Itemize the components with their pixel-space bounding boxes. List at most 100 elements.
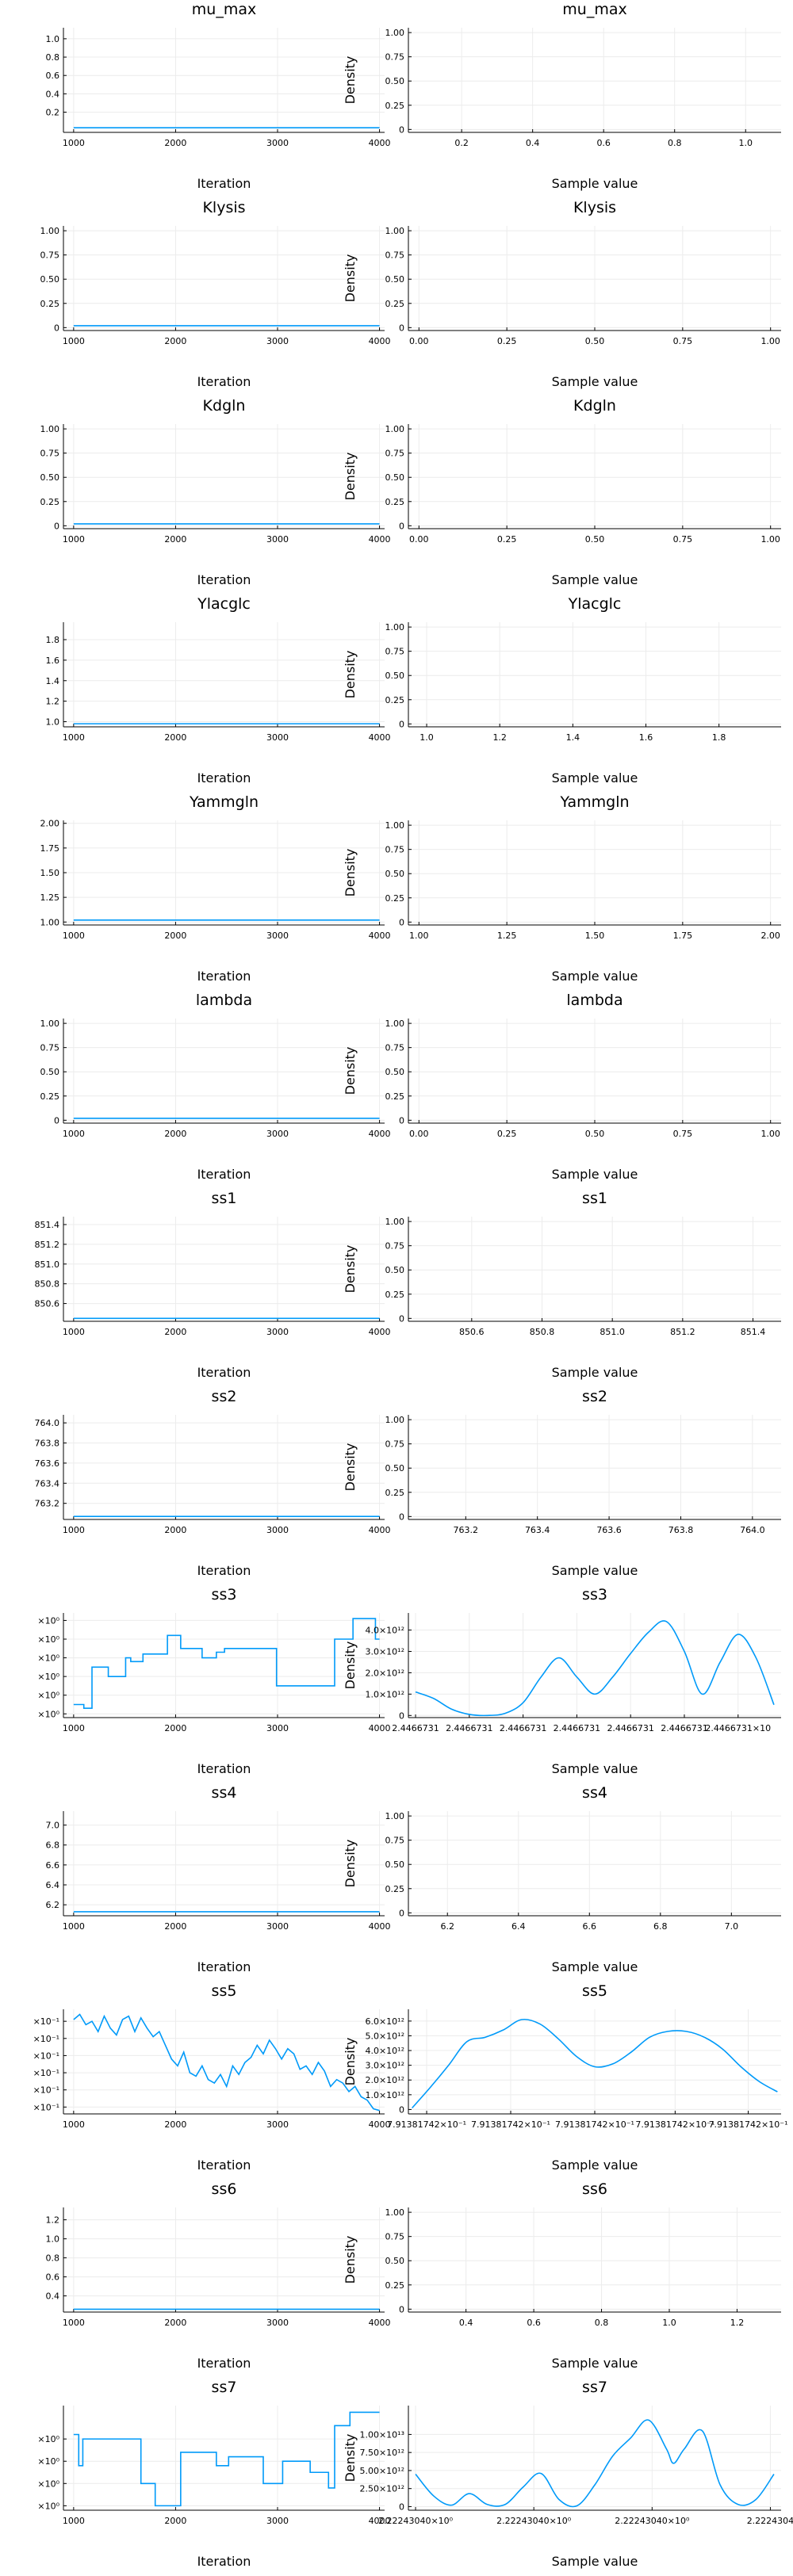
density-panel-2: 0.00 0.25 0.50 0.75 1.00 0 0.25 0.50 0.75 1.00 xyxy=(385,424,781,545)
trace-y-tick-label: 0.2 xyxy=(46,108,60,118)
trace-title: Klysis xyxy=(202,199,245,216)
density-title: ss7 xyxy=(582,2379,607,2396)
trace-x-label: Iteration xyxy=(197,1563,251,1578)
density-x-tick-label: 851.2 xyxy=(670,1327,695,1337)
trace-x-tick-label: 3000 xyxy=(266,1525,289,1535)
density-x-label: Sample value xyxy=(552,770,638,785)
density-panel-1: 0.00 0.25 0.50 0.75 1.00 0 0.25 0.50 0.75 1.00 xyxy=(385,226,781,346)
density-y-tick-label: 1.00 xyxy=(385,820,405,831)
density-panel-12: 2.22243040×10⁰ 2.22243040×10⁰ 2.22243040×1… xyxy=(359,2406,793,2526)
trace-x-tick-label: 4000 xyxy=(369,336,391,346)
density-x-tick-label: 6.6 xyxy=(583,1921,597,1932)
trace-panel-0: 1000 2000 3000 4000 0.2 0.4 0.6 0.8 1.0 xyxy=(46,28,391,148)
trace-panel-4: 1000 2000 3000 4000 1.00 1.25 1.50 1.75 2.00 xyxy=(40,819,391,941)
density-title: ss2 xyxy=(582,1388,607,1405)
trace-y-tick-label: 1.00 xyxy=(40,226,60,236)
trace-x-tick-label: 3000 xyxy=(266,138,289,148)
trace-y-tick-label: 764.0 xyxy=(35,1418,60,1428)
trace-y-tick-label: 1.0 xyxy=(46,2234,60,2245)
trace-y-tick-label: ×10⁻¹ xyxy=(33,2085,59,2096)
trace-panel-7: 1000 2000 3000 4000 763.2 763.4 763.6 763.8 764.… xyxy=(35,1415,391,1535)
trace-x-tick-label: 2000 xyxy=(164,1723,186,1733)
density-y-tick-label: 0.50 xyxy=(385,1067,405,1077)
trace-y-tick-label: 1.0 xyxy=(46,34,60,44)
density-x-tick-label: 2.22243040×10⁰ xyxy=(615,2516,690,2526)
trace-title: ss4 xyxy=(212,1784,237,1802)
trace-x-tick-label: 4000 xyxy=(369,138,391,148)
trace-y-tick-label: 0.25 xyxy=(40,299,60,309)
density-y-label: Density xyxy=(343,1047,358,1095)
trace-y-tick-label: 851.4 xyxy=(35,1220,60,1230)
trace-y-tick-label: 763.2 xyxy=(35,1499,60,1509)
density-y-tick-label: 0.25 xyxy=(385,2280,405,2291)
trace-title: ss3 xyxy=(212,1586,237,1603)
trace-y-tick-label: 0.75 xyxy=(40,1043,60,1053)
trace-x-tick-label: 3000 xyxy=(266,732,289,743)
trace-x-label: Iteration xyxy=(197,770,251,785)
trace-x-tick-label: 3000 xyxy=(266,1129,289,1139)
trace-panel-11: 1000 2000 3000 4000 0.4 0.6 0.8 1.0 1.2 xyxy=(46,2207,391,2328)
trace-title: Ylacglc xyxy=(197,595,251,613)
density-y-tick-label: 0 xyxy=(399,323,404,333)
trace-x-label: Iteration xyxy=(197,176,251,191)
density-panel-11: 0.4 0.6 0.8 1.0 1.2 0 0.25 0.50 0.75 1.00 xyxy=(385,2207,781,2328)
density-y-tick-label: 0.25 xyxy=(385,299,405,309)
density-x-tick-label: 6.2 xyxy=(440,1921,454,1932)
trace-x-tick-label: 2000 xyxy=(164,2119,186,2130)
trace-y-tick-label: ×10⁰ xyxy=(37,1634,59,1645)
trace-x-tick-label: 4000 xyxy=(369,1129,391,1139)
density-y-tick-label: 0 xyxy=(399,719,404,729)
density-x-tick-label: 7.91381742×10⁻¹ xyxy=(555,2119,634,2130)
trace-y-tick-label: 0 xyxy=(54,1115,59,1126)
density-x-label: Sample value xyxy=(552,1365,638,1380)
density-x-tick-label: 1.6 xyxy=(639,732,653,743)
trace-y-tick-label: 1.8 xyxy=(46,635,60,645)
trace-x-tick-label: 1000 xyxy=(63,2516,85,2526)
trace-y-tick-label: 0.4 xyxy=(46,2291,60,2302)
density-y-tick-label: 1.0×10¹² xyxy=(365,1689,404,1699)
density-y-tick-label: 0.50 xyxy=(385,472,405,483)
trace-x-tick-label: 3000 xyxy=(266,931,289,941)
density-x-label: Sample value xyxy=(552,1563,638,1578)
density-panel-9: 6.2 6.4 6.6 6.8 7.0 0 0.25 0.50 0.75 1.00 xyxy=(385,1811,781,1932)
density-x-tick-label: 7.91381742×10⁻¹ xyxy=(387,2119,466,2130)
trace-x-tick-label: 3000 xyxy=(266,1921,289,1932)
density-title: lambda xyxy=(566,992,623,1009)
trace-y-tick-label: ×10⁻¹ xyxy=(33,2068,59,2078)
trace-y-tick-label: 763.6 xyxy=(35,1458,60,1469)
trace-x-tick-label: 4000 xyxy=(369,2516,391,2526)
density-y-label: Density xyxy=(343,2434,358,2482)
density-x-tick-label: 850.8 xyxy=(530,1327,555,1337)
trace-x-tick-label: 1000 xyxy=(63,1921,85,1932)
trace-x-tick-label: 3000 xyxy=(266,2318,289,2328)
trace-title: lambda xyxy=(196,992,252,1009)
trace-title: Yammgln xyxy=(189,793,259,811)
density-y-tick-label: 0.25 xyxy=(385,1884,405,1894)
density-y-tick-label: 0.25 xyxy=(385,695,405,705)
trace-x-tick-label: 1000 xyxy=(63,1723,85,1733)
density-x-tick-label: 6.4 xyxy=(511,1921,526,1932)
density-panel-7: 763.2 763.4 763.6 763.8 764.0 0 0.25 0.50 0.75 1.… xyxy=(385,1415,781,1535)
density-y-tick-label: 0 xyxy=(399,917,404,927)
density-y-tick-label: 0.75 xyxy=(385,845,405,855)
density-y-tick-label: 0.25 xyxy=(385,497,405,507)
density-x-tick-label: 2.22243040×10⁰ xyxy=(496,2516,572,2526)
density-x-tick-label: 2.4466731×10 xyxy=(705,1723,771,1733)
trace-title: ss1 xyxy=(212,1190,237,1207)
density-panel-0: 0.2 0.4 0.6 0.8 1.000.250.500.751.00 xyxy=(385,28,781,148)
density-x-tick-label: 0.50 xyxy=(585,1129,605,1139)
trace-title: ss5 xyxy=(212,1982,237,2000)
density-x-label: Sample value xyxy=(552,176,638,191)
trace-x-tick-label: 1000 xyxy=(63,336,85,346)
density-panel-8: 2.4466731 2.4466731 2.4466731 2.4466731 2.44… xyxy=(365,1613,781,1733)
trace-y-tick-label: 0.50 xyxy=(40,472,60,483)
trace-y-tick-label: 0.50 xyxy=(40,274,60,285)
trace-x-tick-label: 3000 xyxy=(266,1327,289,1337)
trace-x-tick-label: 3000 xyxy=(266,534,289,545)
trace-y-tick-label: 1.4 xyxy=(46,676,60,686)
trace-y-tick-label: 1.2 xyxy=(46,2215,60,2226)
density-x-tick-label: 2.4466731 xyxy=(500,1723,547,1733)
density-y-tick-label: 3.0×10¹² xyxy=(365,1646,404,1657)
trace-y-tick-label: ×10⁻¹ xyxy=(33,2102,59,2112)
density-y-tick-label: 0.50 xyxy=(385,869,405,879)
